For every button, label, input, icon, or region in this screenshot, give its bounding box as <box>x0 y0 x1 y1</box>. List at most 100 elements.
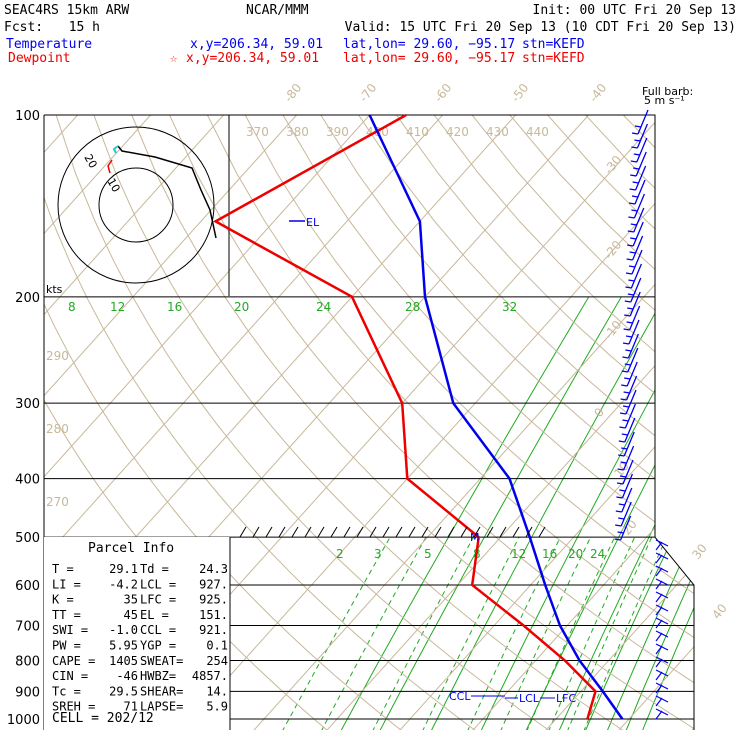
wind-barb <box>633 193 646 219</box>
dewpoint-profile <box>212 113 597 720</box>
mixing-ratio-label: 16 <box>542 547 557 561</box>
wind-barb-flag <box>624 363 631 366</box>
wind-barb <box>630 277 642 303</box>
wind-barb <box>655 656 669 664</box>
wind-barb-flag <box>621 433 628 436</box>
dry-adiabat <box>93 115 626 730</box>
wind-barb-flag <box>614 538 621 541</box>
wind-barb-flag <box>621 370 628 373</box>
dry-adiabat <box>206 115 694 730</box>
wind-barb <box>628 305 641 331</box>
theta-label: 370 <box>246 125 269 139</box>
dry-adiabat <box>44 115 478 730</box>
wind-barb-flag <box>626 258 633 261</box>
wind-barb-flag <box>620 461 627 464</box>
wind-barb-flag <box>624 300 631 303</box>
dewpoint-stn: stn=KEFD <box>522 51 585 66</box>
isotherm-label: -30 <box>601 153 624 177</box>
isotherm-label: 0 <box>591 405 607 420</box>
wind-barb-flag <box>622 342 630 345</box>
hodograph-trace-surface <box>107 159 113 174</box>
wind-barb-flag <box>628 202 636 205</box>
mixing-ratio-line <box>606 296 694 730</box>
ccl-marker: CCL <box>449 690 471 703</box>
temperature-latlon: lat,lon= 29.60, −95.17 <box>343 37 515 52</box>
parcel-key: LCL = <box>140 577 176 591</box>
saturation-mixing-line <box>421 536 520 730</box>
isobar-tick <box>447 526 455 538</box>
pressure-label: 200 <box>15 291 40 306</box>
isotherm-line <box>252 115 694 730</box>
isotherm-label: -80 <box>281 81 304 105</box>
temperature-legend: Temperature <box>6 37 92 52</box>
wind-barb <box>655 578 669 586</box>
fcst-value: 15 h <box>69 20 100 35</box>
wind-barb <box>629 291 641 317</box>
hodograph-trace-low <box>112 145 119 154</box>
theta-label: 440 <box>526 125 549 139</box>
m-marker: M <box>470 531 480 544</box>
temperature-profile <box>368 114 624 720</box>
mixing-ratio-label: 12 <box>511 547 526 561</box>
wind-barb-flag <box>621 447 628 450</box>
isobar-tick <box>291 526 299 538</box>
wind-barb-flag <box>655 697 663 707</box>
mixing-ratio-line <box>378 296 622 730</box>
wind-barb-flag <box>655 658 663 668</box>
isobar-tick <box>330 526 338 538</box>
wind-barb <box>655 604 669 612</box>
parcel-key: SREH = <box>52 700 95 714</box>
wind-barb-flag <box>655 645 663 655</box>
dry-adiabat <box>395 115 694 730</box>
parcel-info-rows: T = 29.1 Td = 24.3 LI = -4.2 LCL = 927. K = 35 LFC… <box>52 562 228 714</box>
wind-barb-flag <box>617 531 624 534</box>
mixing-ratio-label: 16 <box>167 300 182 314</box>
isobar-tick <box>434 526 442 538</box>
isobar-tick <box>512 526 520 538</box>
saturation-mixing-line <box>499 536 592 730</box>
wind-barb-flag <box>630 160 637 163</box>
dry-adiabat <box>585 115 694 730</box>
pressure-label: 100 <box>15 109 40 124</box>
wind-barb-flag <box>655 710 663 720</box>
theta-label: 420 <box>446 125 469 139</box>
wind-barb <box>635 151 647 177</box>
pressure-label: 700 <box>15 619 40 634</box>
wind-barb <box>655 552 669 560</box>
wind-barb-flag <box>629 188 636 191</box>
hodograph-ring-label-20: 20 <box>81 152 99 171</box>
parcel-key: SHEAR= <box>140 684 183 698</box>
parcel-value: 29.5 <box>109 684 138 698</box>
wind-barb-flag <box>634 139 641 142</box>
pressure-label: 800 <box>15 654 40 669</box>
wind-barb-flag <box>622 405 630 408</box>
parcel-value: 5.95 <box>109 639 138 653</box>
hodograph-ring-inner <box>98 167 174 243</box>
wind-barb <box>627 333 640 359</box>
parcel-key: CIN = <box>52 669 88 683</box>
hodograph-trace <box>117 145 217 239</box>
el-marker: EL <box>306 216 320 229</box>
org-label: NCAR/MMM <box>246 3 309 18</box>
mixing-ratio-label: 5 <box>424 547 432 561</box>
isobar-tick <box>343 526 351 538</box>
theta-label: 390 <box>326 125 349 139</box>
wind-barb <box>619 515 632 541</box>
parcel-key: LAPSE= <box>140 700 183 714</box>
model-title: SEAC4RS 15km ARW <box>4 3 129 18</box>
wind-barb-flag <box>619 475 627 478</box>
init-time: Init: 00 UTC Fri 20 Sep 13 <box>533 3 737 18</box>
fcst-label: Fcst: <box>4 20 43 35</box>
mixing-ratio-label: 32 <box>502 300 517 314</box>
parcel-key: Tc = <box>52 684 81 698</box>
wind-legend-line1: Full barb: <box>642 85 693 98</box>
wind-barb-flag <box>627 293 634 296</box>
wind-barb <box>655 565 669 573</box>
parcel-key: LFC = <box>140 593 176 607</box>
wind-barb-flag <box>630 237 637 240</box>
isobar-tick <box>265 526 273 538</box>
dry-adiabat <box>55 115 552 730</box>
wind-barb <box>655 539 669 547</box>
isotherm-line <box>44 115 370 730</box>
wind-barb-flag <box>629 251 636 254</box>
